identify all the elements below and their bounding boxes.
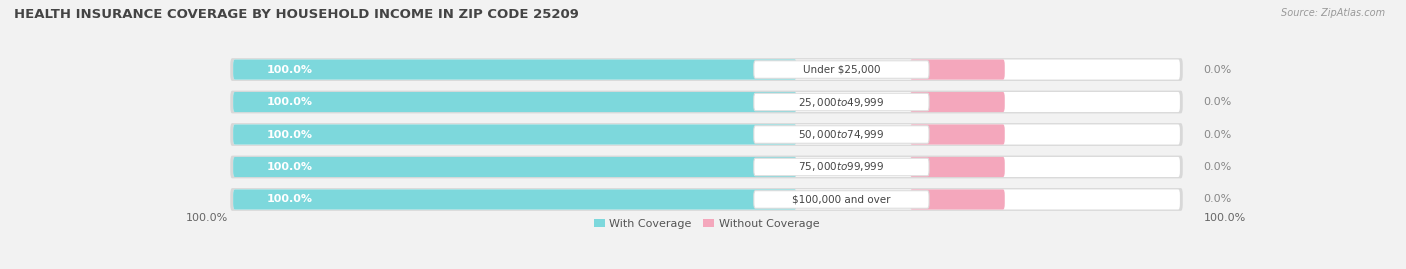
Text: 0.0%: 0.0% xyxy=(1204,129,1232,140)
FancyBboxPatch shape xyxy=(233,157,796,177)
Text: 100.0%: 100.0% xyxy=(266,129,312,140)
FancyBboxPatch shape xyxy=(233,157,1180,177)
Text: Source: ZipAtlas.com: Source: ZipAtlas.com xyxy=(1281,8,1385,18)
Text: 0.0%: 0.0% xyxy=(1204,97,1232,107)
FancyBboxPatch shape xyxy=(754,158,929,176)
FancyBboxPatch shape xyxy=(233,125,796,144)
FancyBboxPatch shape xyxy=(233,189,1180,210)
FancyBboxPatch shape xyxy=(231,188,1182,211)
Text: 100.0%: 100.0% xyxy=(266,194,312,204)
FancyBboxPatch shape xyxy=(910,125,1005,144)
FancyBboxPatch shape xyxy=(910,92,1005,112)
Legend: With Coverage, Without Coverage: With Coverage, Without Coverage xyxy=(593,219,820,229)
Text: 100.0%: 100.0% xyxy=(266,65,312,75)
Text: 100.0%: 100.0% xyxy=(186,213,228,223)
Text: $25,000 to $49,999: $25,000 to $49,999 xyxy=(799,95,884,108)
Text: 0.0%: 0.0% xyxy=(1204,162,1232,172)
FancyBboxPatch shape xyxy=(233,59,1180,80)
FancyBboxPatch shape xyxy=(910,189,1005,210)
Text: 0.0%: 0.0% xyxy=(1204,194,1232,204)
FancyBboxPatch shape xyxy=(233,59,796,80)
Text: $100,000 and over: $100,000 and over xyxy=(792,194,890,204)
Text: $50,000 to $74,999: $50,000 to $74,999 xyxy=(799,128,884,141)
FancyBboxPatch shape xyxy=(233,125,1180,144)
FancyBboxPatch shape xyxy=(231,123,1182,146)
Text: 100.0%: 100.0% xyxy=(266,162,312,172)
Text: 100.0%: 100.0% xyxy=(266,97,312,107)
FancyBboxPatch shape xyxy=(910,157,1005,177)
Text: Under $25,000: Under $25,000 xyxy=(803,65,880,75)
FancyBboxPatch shape xyxy=(910,59,1005,80)
FancyBboxPatch shape xyxy=(231,155,1182,178)
FancyBboxPatch shape xyxy=(754,93,929,111)
Text: HEALTH INSURANCE COVERAGE BY HOUSEHOLD INCOME IN ZIP CODE 25209: HEALTH INSURANCE COVERAGE BY HOUSEHOLD I… xyxy=(14,8,579,21)
Text: $75,000 to $99,999: $75,000 to $99,999 xyxy=(799,161,884,174)
FancyBboxPatch shape xyxy=(754,61,929,78)
FancyBboxPatch shape xyxy=(233,92,1180,112)
FancyBboxPatch shape xyxy=(233,189,796,210)
FancyBboxPatch shape xyxy=(231,91,1182,114)
Text: 0.0%: 0.0% xyxy=(1204,65,1232,75)
FancyBboxPatch shape xyxy=(231,58,1182,81)
Text: 100.0%: 100.0% xyxy=(1204,213,1246,223)
FancyBboxPatch shape xyxy=(754,126,929,143)
FancyBboxPatch shape xyxy=(754,191,929,208)
FancyBboxPatch shape xyxy=(233,92,796,112)
